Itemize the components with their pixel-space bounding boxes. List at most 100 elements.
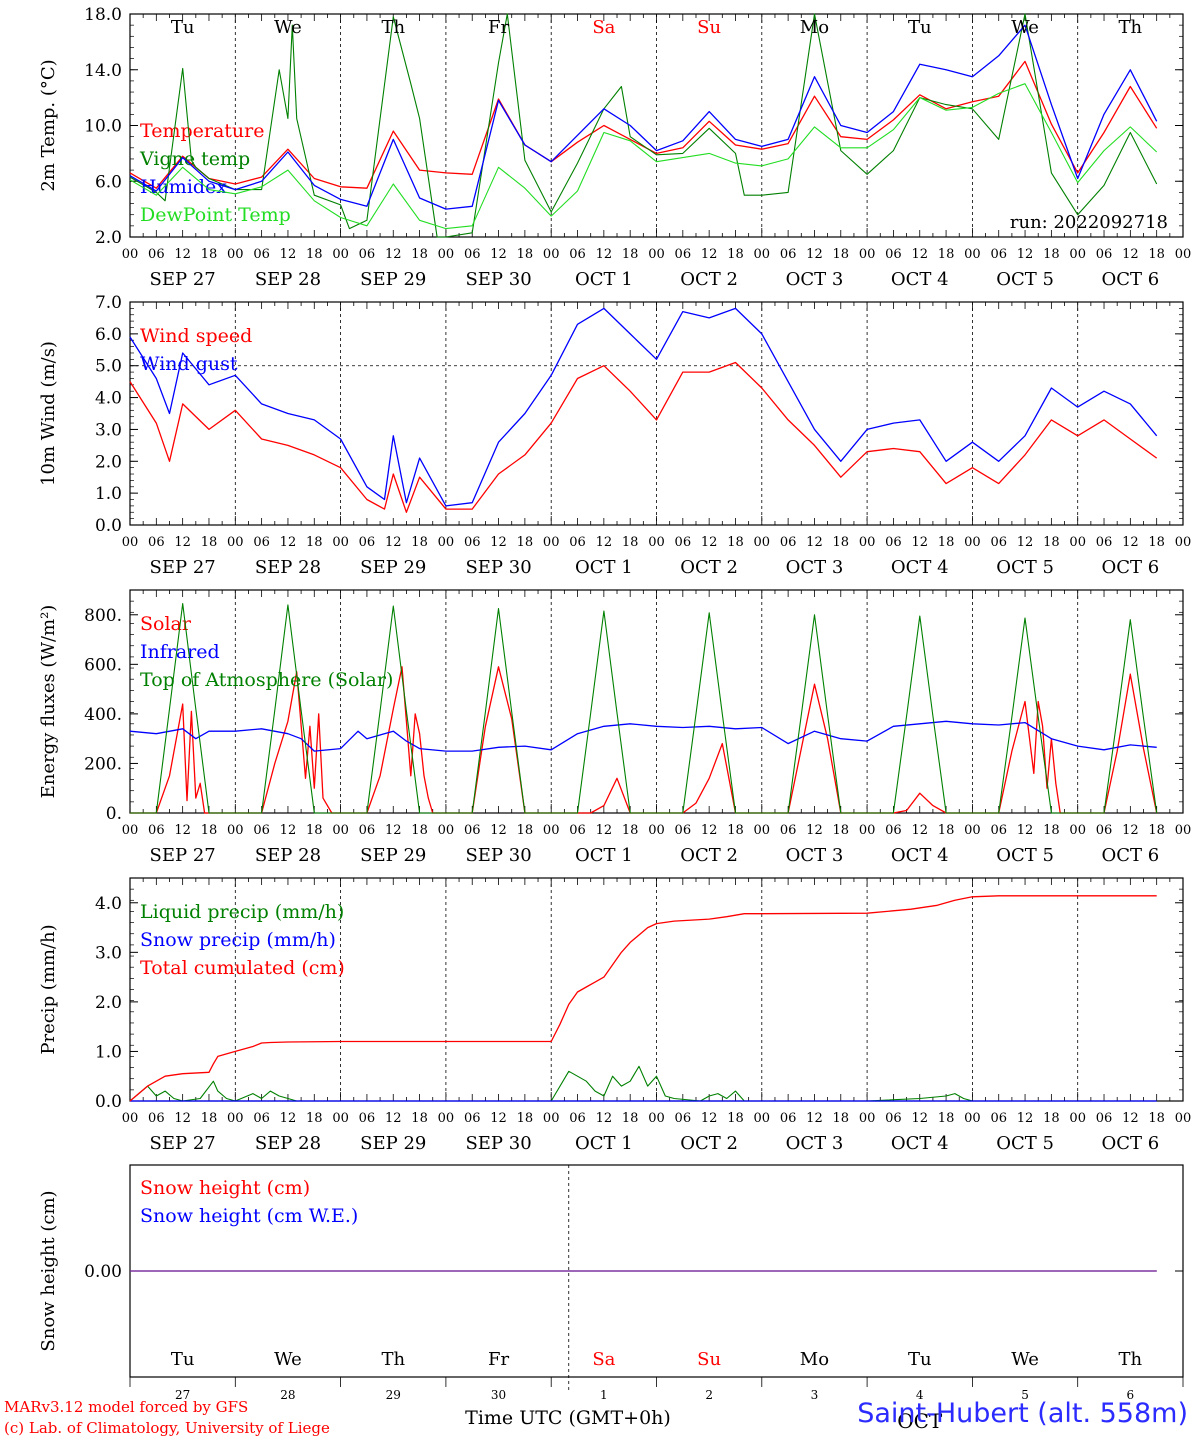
date-label: OCT 3: [786, 845, 844, 866]
hour-tick-label: 00: [332, 247, 349, 262]
day-number: 27: [175, 1388, 190, 1402]
hour-tick-label: 00: [122, 1111, 139, 1126]
date-label: SEP 29: [360, 1133, 426, 1154]
hour-tick-label: 06: [885, 823, 902, 838]
hour-tick-label: 18: [622, 1111, 639, 1126]
y-tick-label: 6.0: [95, 172, 122, 192]
hour-tick-label: 00: [438, 823, 455, 838]
weekday-label: Su: [697, 17, 721, 38]
date-label: SEP 28: [255, 269, 321, 290]
panel-2: 0.0 1.0 2.0 3.0 4.0 5.0 6.0 7.0 10m Wind (m/s) Wi…: [38, 293, 1191, 578]
hour-tick-label: 12: [280, 1111, 297, 1126]
hour-tick-label: 12: [1122, 823, 1139, 838]
hour-tick-label: 12: [701, 535, 718, 550]
weekday-label: Su: [697, 1349, 721, 1370]
hour-tick-label: 06: [253, 247, 270, 262]
hour-tick-label: 00: [648, 823, 665, 838]
y-axis-label: Energy fluxes (W/m²): [38, 605, 59, 799]
legend-entry: Solar: [140, 613, 192, 635]
weekday-label: Th: [381, 1349, 405, 1370]
date-label: SEP 28: [255, 845, 321, 866]
hour-tick-label: 00: [543, 1111, 560, 1126]
hour-tick-label: 00: [227, 247, 244, 262]
date-label: OCT 3: [786, 557, 844, 578]
hour-tick-label: 12: [1122, 1111, 1139, 1126]
date-label: OCT 4: [891, 845, 949, 866]
hour-tick-label: 06: [990, 1111, 1007, 1126]
hour-tick-label: 06: [569, 247, 586, 262]
y-tick-label: 3.0: [95, 420, 122, 440]
date-label: SEP 30: [465, 269, 531, 290]
hour-tick-label: 06: [780, 1111, 797, 1126]
day-number: 30: [491, 1388, 506, 1402]
hour-tick-label: 00: [438, 247, 455, 262]
y-tick-label: 7.0: [95, 293, 122, 313]
y-axis-label: 10m Wind (m/s): [38, 341, 59, 486]
legend-entry: Snow precip (mm/h): [140, 929, 336, 951]
hour-tick-label: 00: [122, 535, 139, 550]
weekday-label: Mo: [800, 17, 829, 38]
hour-tick-label: 18: [1043, 247, 1060, 262]
hour-tick-label: 06: [253, 535, 270, 550]
hour-tick-label: 12: [280, 535, 297, 550]
hour-tick-label: 00: [1069, 535, 1086, 550]
weekday-label: Th: [1119, 17, 1143, 38]
y-tick-label: 2.0: [95, 993, 122, 1013]
hour-tick-label: 12: [806, 247, 823, 262]
hour-tick-label: 00: [754, 535, 771, 550]
hour-tick-label: 18: [727, 823, 744, 838]
hour-tick-label: 18: [1043, 1111, 1060, 1126]
hour-tick-label: 00: [332, 823, 349, 838]
hour-tick-label: 12: [701, 823, 718, 838]
panel-3: 0. 200. 400. 600. 800. Energy fluxes (W/m²) So…: [38, 589, 1191, 866]
date-label: SEP 28: [255, 557, 321, 578]
hour-tick-label: 06: [569, 535, 586, 550]
hour-tick-label: 06: [464, 535, 481, 550]
hour-tick-label: 18: [938, 823, 955, 838]
date-label: OCT 2: [680, 845, 738, 866]
hour-tick-label: 18: [727, 1111, 744, 1126]
y-tick-label: 18.0: [84, 5, 122, 25]
series-line-1: [129, 60, 1158, 189]
hour-tick-label: 12: [1122, 535, 1139, 550]
hour-tick-label: 00: [332, 535, 349, 550]
legend-entry: Wind speed: [140, 325, 252, 347]
station-title: Saint-Hubert (alt. 558m): [857, 1398, 1188, 1429]
legend-entry: Humidex: [140, 176, 227, 198]
date-label: OCT 5: [996, 269, 1054, 290]
y-tick-label: 0.0: [95, 516, 122, 536]
hour-tick-label: 06: [359, 247, 376, 262]
hour-tick-label: 18: [833, 823, 850, 838]
y-tick-label: 200.: [84, 754, 122, 774]
legend-entry: Infrared: [140, 641, 220, 663]
y-tick-label: 3.0: [95, 943, 122, 963]
hour-tick-label: 06: [675, 1111, 692, 1126]
hour-tick-label: 18: [1148, 535, 1165, 550]
date-label: OCT 2: [680, 1133, 738, 1154]
model-credit: MARv3.12 model forced by GFS: [4, 1398, 249, 1416]
hour-tick-label: 00: [859, 535, 876, 550]
y-tick-label: 0.: [106, 804, 122, 824]
hour-tick-label: 18: [833, 535, 850, 550]
date-label: OCT 6: [1101, 845, 1159, 866]
legend-entry: Vigne temp: [139, 148, 250, 170]
hour-tick-label: 18: [306, 247, 323, 262]
date-label: OCT 5: [996, 1133, 1054, 1154]
date-label: SEP 27: [150, 1133, 216, 1154]
hour-tick-label: 12: [385, 535, 402, 550]
legend-entry: Snow height (cm W.E.): [140, 1205, 358, 1227]
hour-tick-label: 18: [1148, 823, 1165, 838]
legend-entry: Top of Atmosphere (Solar): [140, 669, 393, 691]
y-axis-label: Snow height (cm): [38, 1190, 59, 1351]
date-label: SEP 27: [150, 845, 216, 866]
hour-tick-label: 18: [306, 1111, 323, 1126]
date-label: OCT 3: [786, 1133, 844, 1154]
day-number: 4: [916, 1388, 924, 1402]
weekday-label: Th: [381, 17, 405, 38]
hour-tick-label: 12: [1017, 247, 1034, 262]
hour-tick-label: 00: [1069, 247, 1086, 262]
hour-tick-label: 18: [727, 535, 744, 550]
day-number: 1: [600, 1388, 608, 1402]
series-line-3: [129, 895, 1157, 1102]
weekday-label: Th: [1119, 1349, 1143, 1370]
